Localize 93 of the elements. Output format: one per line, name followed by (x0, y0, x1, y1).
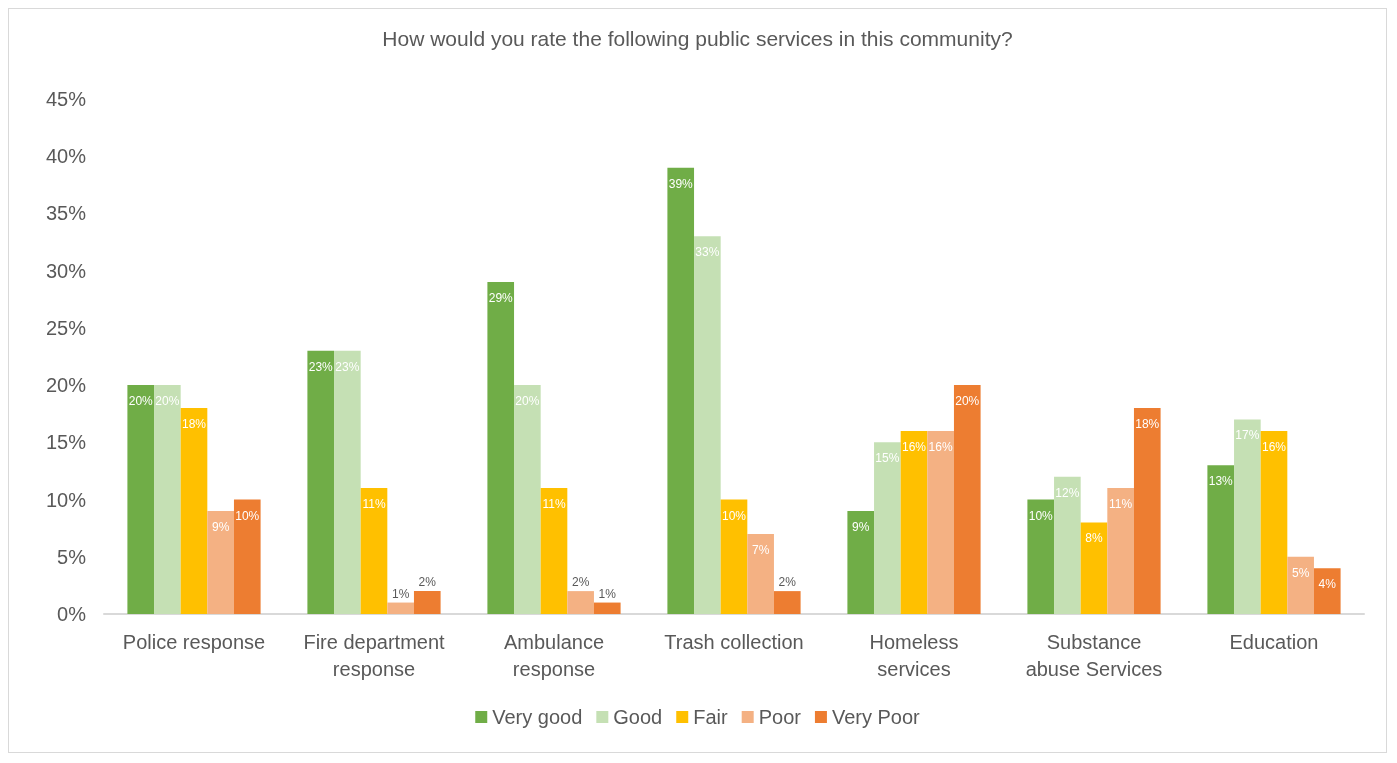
data-label: 9% (852, 520, 870, 534)
bar (334, 350, 361, 614)
bar (487, 282, 515, 614)
bar (1207, 465, 1235, 614)
data-label: 2% (571, 575, 590, 590)
data-label: 39% (668, 176, 694, 191)
x-tick-label: Homeless services (869, 630, 959, 680)
data-label: 11% (542, 497, 566, 512)
bar (694, 236, 721, 614)
bar (307, 350, 335, 614)
bar (1080, 522, 1108, 614)
data-label: 13% (1208, 474, 1234, 489)
bar (720, 499, 748, 614)
bar (773, 591, 801, 614)
bar (1133, 408, 1161, 614)
bar (1287, 556, 1314, 614)
legend-label: Good (613, 706, 663, 728)
data-label: 7% (751, 542, 770, 557)
x-tick-label: Substance abuse Services (1025, 630, 1163, 680)
y-tick-label: 5% (57, 545, 87, 568)
data-label: 16% (928, 439, 953, 454)
data-label: 20% (128, 394, 154, 409)
bar (233, 499, 261, 614)
data-label: 9% (211, 520, 230, 534)
bar (874, 442, 901, 614)
bar (413, 591, 441, 614)
data-label: 11% (362, 497, 386, 512)
data-label: 12% (1055, 485, 1080, 500)
bar (593, 602, 621, 614)
y-tick-label: 30% (45, 259, 87, 282)
data-label: 20% (955, 394, 980, 409)
bar (387, 602, 414, 614)
bar (180, 408, 208, 614)
data-label: 23% (308, 359, 334, 374)
y-tick-label: 10% (45, 488, 87, 511)
bar (1234, 419, 1261, 614)
y-tick-label: 15% (45, 431, 87, 454)
bar (360, 488, 388, 614)
data-label: 8% (1085, 531, 1103, 546)
data-label: 4% (1318, 577, 1337, 592)
chart-title: How would you rate the following public services in this community? (382, 27, 1013, 50)
bar (747, 533, 774, 614)
legend-label: Poor (758, 706, 802, 728)
bar (540, 488, 568, 614)
x-tick-label: Fire department response (303, 630, 446, 680)
data-label: 20% (515, 394, 540, 409)
bar (567, 591, 594, 614)
data-label: 10% (721, 508, 747, 523)
data-label: 18% (1135, 417, 1160, 431)
bar (847, 511, 875, 614)
bar (1107, 488, 1134, 614)
y-tick-label: 40% (45, 145, 87, 168)
data-label: 16% (901, 439, 927, 454)
y-tick-label: 25% (45, 316, 87, 339)
data-label: 18% (181, 417, 207, 431)
legend-label: Very Poor (831, 706, 921, 728)
data-label: 29% (488, 291, 514, 306)
bar (1027, 499, 1055, 614)
data-label: 20% (155, 394, 180, 409)
data-label: 2% (778, 575, 797, 590)
x-tick-label: Ambulance response (503, 630, 605, 680)
data-label: 10% (1028, 508, 1054, 523)
bar (1054, 476, 1081, 614)
data-label: 1% (391, 586, 410, 601)
x-tick-label: Trash collection (664, 630, 804, 653)
x-tick-label: Education (1229, 630, 1319, 653)
data-label: 23% (335, 359, 360, 374)
bar (900, 430, 928, 614)
bar (667, 167, 695, 614)
bar (953, 385, 981, 614)
data-label: 15% (875, 451, 900, 466)
bar (207, 511, 234, 614)
y-tick-label: 35% (45, 202, 87, 225)
bar (154, 385, 181, 614)
data-label: 1% (598, 586, 617, 601)
data-label: 16% (1261, 439, 1287, 454)
legend-label: Fair (693, 706, 729, 728)
bar (1260, 430, 1288, 614)
y-tick-label: 45% (45, 88, 87, 110)
data-label: 10% (235, 508, 260, 523)
bar (927, 430, 954, 614)
x-tick-label: Police response (122, 630, 266, 653)
data-label: 11% (1109, 497, 1133, 512)
bar (1313, 568, 1341, 614)
data-label: 2% (418, 575, 437, 590)
y-tick-label: 20% (45, 374, 87, 397)
bar (514, 385, 541, 614)
data-label: 17% (1235, 428, 1260, 443)
data-label: 5% (1291, 565, 1310, 580)
legend-label: Very good (492, 706, 583, 728)
data-label: 33% (695, 245, 720, 260)
y-tick-label: 0% (57, 603, 87, 625)
bar (127, 385, 155, 614)
